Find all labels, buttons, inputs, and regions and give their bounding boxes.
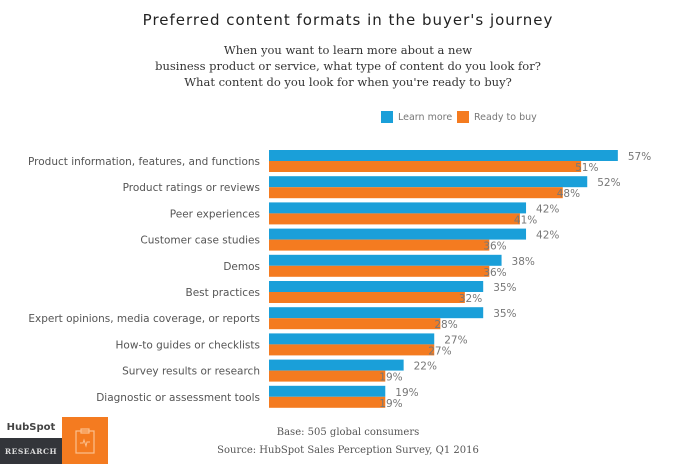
bar-learn-more xyxy=(269,176,588,188)
category-label: Diagnostic or assessment tools xyxy=(96,392,260,404)
chart-subtitle-line-3: What content do you look for when you're… xyxy=(184,75,512,89)
value-label: 51% xyxy=(575,162,598,174)
value-label: 19% xyxy=(379,372,402,384)
research-badge: RESEARCH xyxy=(0,438,62,464)
bar-ready-to-buy xyxy=(269,396,386,408)
value-label: 22% xyxy=(414,361,437,373)
value-label: 36% xyxy=(483,267,506,279)
bar-ready-to-buy xyxy=(269,370,386,382)
value-label: 35% xyxy=(493,282,516,294)
bar-ready-to-buy xyxy=(269,318,441,330)
value-label: 35% xyxy=(493,308,516,320)
chart-title: Preferred content formats in the buyer's… xyxy=(142,11,554,29)
hubspot-logo: HubSpot xyxy=(6,422,56,433)
value-label: 32% xyxy=(459,293,482,305)
value-label: 42% xyxy=(536,230,559,242)
bar-ready-to-buy xyxy=(269,239,490,251)
legend-label: Learn more xyxy=(398,111,453,123)
category-label: Best practices xyxy=(185,287,260,299)
category-label: How-to guides or checklists xyxy=(116,339,260,351)
value-label: 36% xyxy=(483,241,506,253)
chart-subtitle-line-2: business product or service, what type o… xyxy=(155,59,541,73)
value-label: 19% xyxy=(379,398,402,410)
bar-ready-to-buy xyxy=(269,187,563,199)
bar-ready-to-buy xyxy=(269,265,490,277)
bar-learn-more xyxy=(269,228,527,240)
value-label: 28% xyxy=(434,319,457,331)
bar-ready-to-buy xyxy=(269,292,465,303)
category-label: Product ratings or reviews xyxy=(123,182,260,194)
legend-item-ready-to-buy: Ready to buy xyxy=(457,111,537,123)
bar-learn-more xyxy=(269,254,502,266)
value-label: 42% xyxy=(536,203,559,215)
legend-item-learn-more: Learn more xyxy=(381,111,452,123)
footer-source: Source: HubSpot Sales Perception Survey,… xyxy=(217,445,479,456)
value-label: 38% xyxy=(512,256,535,268)
bar-learn-more xyxy=(269,333,435,345)
legend-label: Ready to buy xyxy=(474,111,537,123)
bar-ready-to-buy xyxy=(269,213,520,225)
value-label: 27% xyxy=(444,334,467,346)
value-label: 19% xyxy=(395,387,418,399)
bar-learn-more xyxy=(269,307,484,319)
category-label: Demos xyxy=(223,261,260,273)
bar-learn-more xyxy=(269,385,386,397)
value-label: 48% xyxy=(557,188,580,200)
category-label: Expert opinions, media coverage, or repo… xyxy=(28,313,260,325)
bar-ready-to-buy xyxy=(269,161,582,172)
category-label: Product information, features, and funct… xyxy=(28,156,260,168)
bar-learn-more xyxy=(269,150,618,161)
category-label: Customer case studies xyxy=(140,235,260,247)
category-label: Survey results or research xyxy=(122,366,260,378)
clipboard-icon xyxy=(62,417,108,464)
bar-learn-more xyxy=(269,202,527,214)
value-label: 41% xyxy=(514,214,537,226)
value-label: 52% xyxy=(597,177,620,189)
bar-ready-to-buy xyxy=(269,344,435,356)
bar-learn-more xyxy=(269,281,484,292)
bar-learn-more xyxy=(269,359,404,371)
legend-swatch xyxy=(381,111,393,123)
value-label: 27% xyxy=(428,345,451,357)
footer-base: Base: 505 global consumers xyxy=(276,427,420,438)
legend-swatch xyxy=(457,111,469,123)
value-label: 57% xyxy=(628,151,651,163)
category-label: Peer experiences xyxy=(170,208,260,220)
chart-subtitle-line-1: When you want to learn more about a new xyxy=(223,43,473,57)
